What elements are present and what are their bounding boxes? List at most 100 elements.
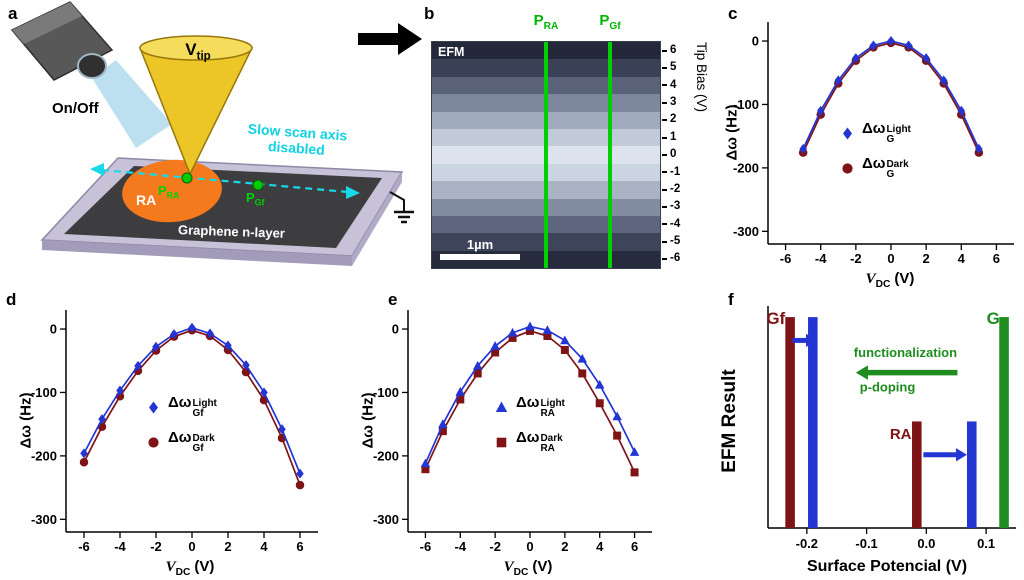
x-tick-label: 6	[631, 539, 638, 554]
x-tick-label: -4	[815, 251, 827, 266]
tip-voltage-label: Vtip	[166, 40, 230, 62]
panel-e-ylabel: Δω (Hz)	[359, 392, 377, 449]
data-point	[278, 424, 286, 435]
data-point	[852, 53, 860, 64]
tip-bias-tick: -2	[662, 183, 680, 196]
panel-c-xlabel: VDC (V)	[865, 270, 915, 290]
ra-shift-arrow-head	[955, 448, 967, 462]
data-point	[152, 341, 160, 352]
data-point	[542, 325, 553, 335]
panel-label-a: a	[8, 4, 18, 23]
tip-bias-tick: 2	[662, 114, 680, 126]
legend-marker-icon	[843, 127, 852, 139]
x-tick-label: -2	[150, 539, 162, 554]
chart-canvas: -6 -4 -2 0 2 4 6 0 -100 -200 -300	[373, 310, 652, 554]
substrate-edge-right	[352, 172, 402, 266]
data-point	[525, 321, 535, 331]
data-point	[843, 127, 852, 139]
point-gf-label: PGf	[246, 190, 265, 208]
data-point	[241, 367, 251, 377]
onoff-label: On/Off	[52, 100, 99, 117]
data-point	[508, 333, 517, 342]
data-point	[472, 360, 483, 370]
profile-line	[544, 42, 548, 268]
ra-region-label: RA	[136, 192, 157, 208]
data-point	[421, 465, 430, 474]
panel-label-e: e	[388, 290, 398, 309]
tip-bias-tick: 1	[662, 131, 680, 144]
legend-label: Δω Dark RA	[516, 429, 563, 454]
annotation-ra: RA	[890, 426, 912, 443]
data-point	[816, 105, 825, 116]
panel-label-d: d	[6, 290, 17, 309]
tip-bias-tick: -4	[662, 218, 680, 231]
x-tick-label: -6	[420, 539, 432, 554]
scalebar-label: 1µm	[466, 237, 494, 252]
tip-bias-tick: 6	[662, 44, 680, 57]
legend-marker-icon	[149, 401, 158, 413]
legend-label: Δω Dark G	[862, 155, 909, 180]
data-point	[438, 427, 447, 436]
data-point	[939, 75, 948, 86]
data-point	[170, 329, 178, 340]
legend-label: Δω Dark Gf	[168, 429, 215, 454]
annotation-gf: Gf	[766, 309, 785, 328]
panel-f-ylabel: EFM Result	[719, 369, 740, 473]
legend-entry-G-dark: Δω Dark G	[840, 155, 911, 181]
efm-image-tag: EFM	[438, 45, 465, 59]
data-point	[560, 335, 570, 345]
tip-voltage-sub: tip	[196, 50, 211, 63]
tip-bias-tick: -1	[662, 166, 680, 179]
panel-f-xlabel: Surface Potencial (V)	[806, 558, 968, 575]
data-point	[495, 401, 508, 412]
tip-bias-tick: -5	[662, 236, 680, 248]
legend-entry-Gf-dark: Δω Dark Gf	[146, 429, 217, 455]
data-point	[296, 468, 304, 479]
data-point	[842, 162, 853, 174]
bar-G	[999, 317, 1009, 528]
y-tick-label: 0	[752, 34, 759, 49]
x-tick-label: 2	[923, 251, 930, 266]
y-tick-label: 0	[392, 322, 399, 337]
annotation-functionalization: functionalization	[854, 345, 957, 360]
x-tick-label: 0	[526, 539, 533, 554]
panel-c-chart: Δω (Hz) VDC (V) -6 -4 -2 0 2 4 6 0 -100 -200 -300 Δω…	[716, 8, 1024, 292]
data-point	[80, 448, 88, 459]
profile-label-gf: PGf	[599, 12, 621, 32]
legend-marker-icon	[495, 401, 508, 412]
x-tick-label: 6	[296, 539, 303, 554]
data-point	[116, 385, 124, 396]
point-ra-label: PRA	[158, 183, 180, 201]
tip-bias-tick: 5	[662, 62, 680, 74]
panel-label-f: f	[728, 290, 734, 309]
data-point	[420, 458, 431, 468]
x-tick-label: 0	[887, 251, 894, 266]
flow-arrow-icon	[358, 23, 422, 55]
bar-Gf-dark	[785, 317, 795, 528]
legend-marker-icon	[148, 436, 159, 448]
data-point	[578, 369, 587, 378]
data-point	[79, 457, 89, 467]
data-point	[612, 411, 622, 421]
y-tick-label: -100	[31, 385, 57, 400]
x-tick-label: 4	[260, 539, 268, 554]
y-tick-label: -200	[31, 448, 57, 463]
annotation-p-doping: p-doping	[860, 379, 916, 394]
light-beam	[92, 60, 172, 148]
y-tick-label: -100	[733, 97, 759, 112]
legend: Δω Light Gf Δω Dark Gf	[146, 394, 217, 455]
panel-label-b: b	[424, 4, 435, 23]
y-tick-label: -300	[733, 224, 759, 239]
data-point	[260, 387, 268, 398]
panel-d-ylabel: Δω (Hz)	[17, 392, 35, 449]
data-point	[134, 360, 142, 371]
data-point	[149, 401, 158, 413]
data-point	[188, 322, 196, 333]
legend-entry-Gf-light: Δω Light Gf	[146, 394, 217, 420]
panel-a-schematic: Vtip On/Off Slow scan axis disabled RA P…	[0, 0, 430, 290]
x-tick-label: 4	[596, 539, 604, 554]
data-point	[507, 327, 518, 337]
data-point	[799, 143, 807, 154]
data-point	[98, 414, 106, 425]
panel-e-xlabel: VDC (V)	[503, 558, 553, 578]
